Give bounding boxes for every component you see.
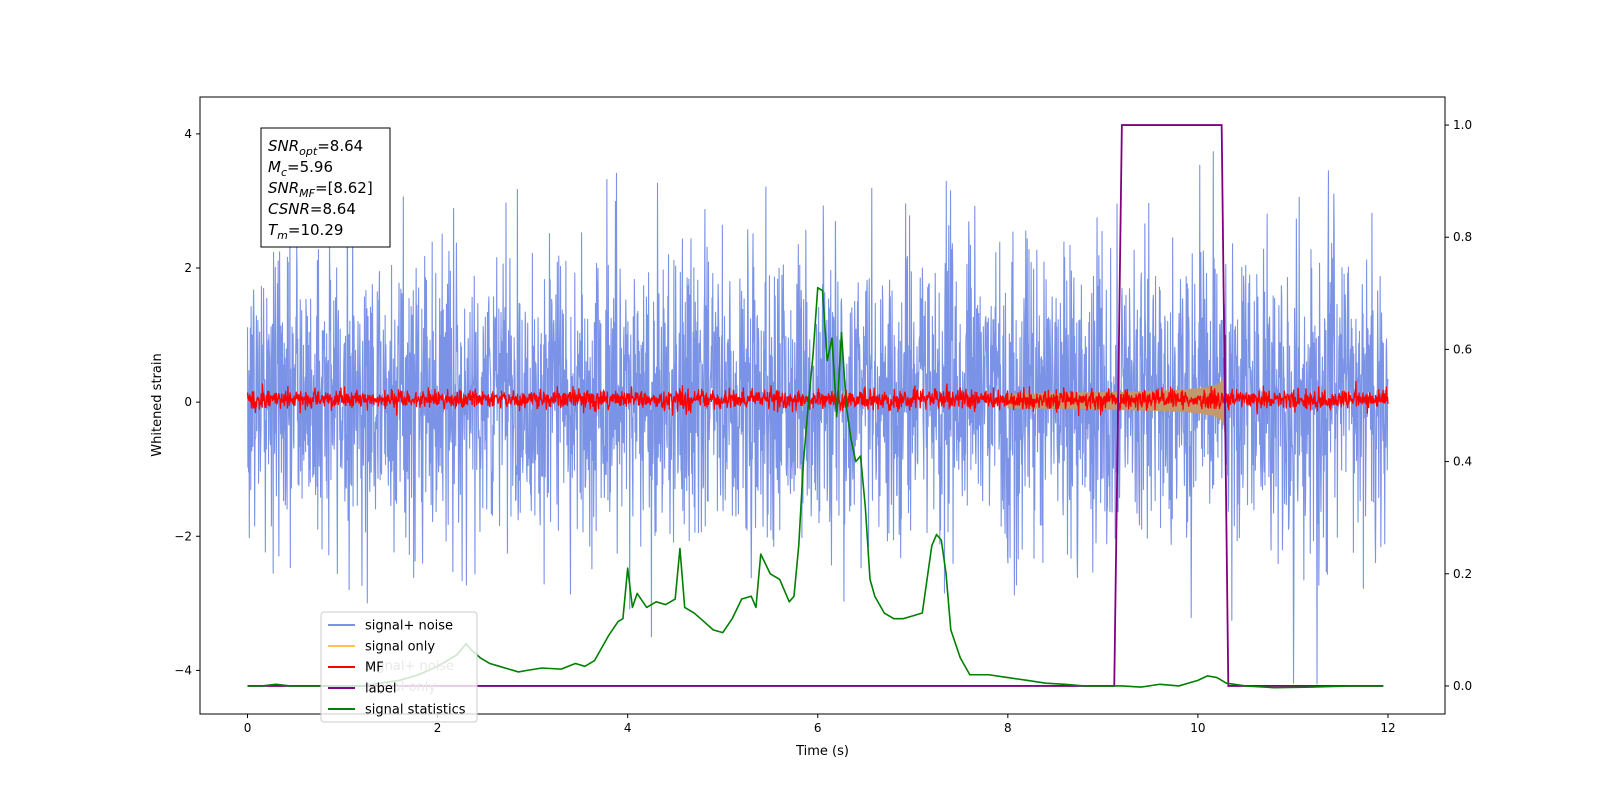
y-axis-title: Whitened strain [150, 353, 165, 456]
series-signal-plus-noise [246, 151, 1389, 685]
y-left-tick-label: 0 [184, 395, 192, 409]
legend-label: label [365, 682, 396, 697]
x-tick-label: 10 [1190, 721, 1205, 735]
legend-label: MF [365, 661, 384, 676]
annotation-frame [260, 127, 391, 248]
legend-frame [320, 611, 478, 723]
y-left-tick-label: 2 [184, 261, 192, 275]
y-right-tick-label: 1.0 [1453, 118, 1472, 132]
plot-frame [199, 96, 1446, 715]
series-mf [246, 380, 1389, 417]
series-signal-statistics [247, 286, 1384, 689]
x-tick-label: 4 [624, 721, 632, 735]
y-right-tick-label: 0.0 [1453, 679, 1472, 693]
x-tick-label: 6 [814, 721, 822, 735]
y-right-tick-label: 0.4 [1453, 455, 1472, 469]
y-left-tick-label: −4 [174, 663, 192, 677]
annotation-line: Tm=10.29 [268, 221, 343, 242]
y-right-tick-label: 0.6 [1453, 342, 1472, 356]
annotation-line: SNRopt=8.64 [268, 137, 363, 158]
annotation-line: SNRMF=[8.62] [268, 179, 373, 200]
axes-layer: 0 2 4 6 8 10 12 −4 −2 0 2 4 0.0 0.2 0.4 0.6 0.8 1.0 [174, 118, 1472, 735]
x-tick-label: 0 [244, 721, 252, 735]
legend-label: signal only [365, 640, 435, 655]
y-right-tick-label: 0.8 [1453, 230, 1472, 244]
legend-label: signal statistics [365, 703, 466, 718]
y-right-tick-label: 0.2 [1453, 567, 1472, 581]
annotation-line: Mc=5.96 [268, 158, 333, 179]
series-layer [246, 124, 1389, 689]
x-tick-label: 12 [1380, 721, 1395, 735]
x-axis-title: Time (s) [795, 744, 849, 759]
x-tick-label: 8 [1004, 721, 1012, 735]
legend-label: signal+ noise [365, 619, 453, 634]
y-left-tick-label: 4 [184, 127, 192, 141]
y-left-tick-label: −2 [174, 529, 192, 543]
annotation-line: CSNR=8.64 [268, 200, 356, 218]
x-tick-label: 2 [434, 721, 442, 735]
